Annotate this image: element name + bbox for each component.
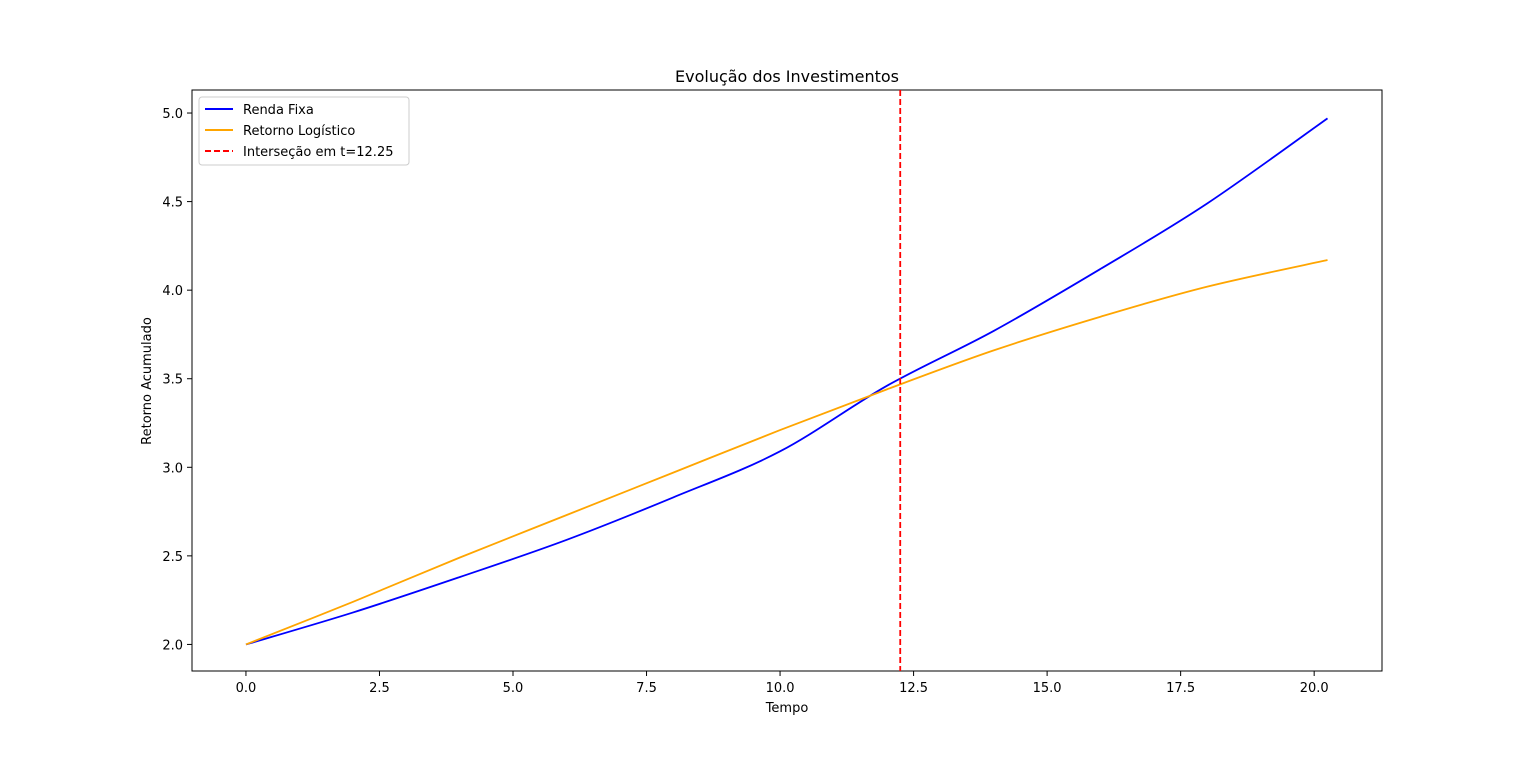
y-tick-label: 5.0	[162, 107, 183, 122]
x-tick-label: 15.0	[1033, 681, 1062, 696]
x-tick-label: 2.5	[369, 681, 390, 696]
x-axis-label: Tempo	[765, 701, 809, 716]
y-tick-label: 2.0	[162, 638, 183, 653]
y-tick-label: 3.5	[162, 373, 183, 388]
x-tick-label: 17.5	[1166, 681, 1195, 696]
x-tick-label: 5.0	[503, 681, 524, 696]
x-axis: 0.0 2.5 5.0 7.5 10.0 12.5 15.0 17.5 20.0	[236, 671, 1329, 696]
x-tick-label: 20.0	[1300, 681, 1329, 696]
y-tick-label: 2.5	[162, 550, 183, 565]
chart-title: Evolução dos Investimentos	[675, 67, 899, 86]
y-tick-label: 4.0	[162, 284, 183, 299]
y-tick-label: 3.0	[162, 461, 183, 476]
x-tick-label: 0.0	[236, 681, 257, 696]
legend-label-renda-fixa: Renda Fixa	[243, 103, 314, 118]
y-axis: 2.0 2.5 3.0 3.5 4.0 4.5 5.0	[162, 107, 192, 653]
y-tick-label: 4.5	[162, 196, 183, 211]
legend: Renda Fixa Retorno Logístico Interseção …	[199, 97, 409, 165]
series-layer	[246, 90, 1328, 671]
series-line-retorno-logistico	[246, 260, 1328, 644]
series-line-renda-fixa	[246, 118, 1328, 644]
x-tick-label: 12.5	[899, 681, 928, 696]
x-tick-label: 10.0	[766, 681, 795, 696]
plot-frame	[192, 90, 1382, 671]
legend-label-intersecao: Interseção em t=12.25	[243, 145, 393, 160]
legend-label-retorno-logistico: Retorno Logístico	[243, 124, 355, 139]
x-tick-label: 7.5	[636, 681, 657, 696]
y-axis-label: Retorno Acumulado	[140, 317, 155, 445]
